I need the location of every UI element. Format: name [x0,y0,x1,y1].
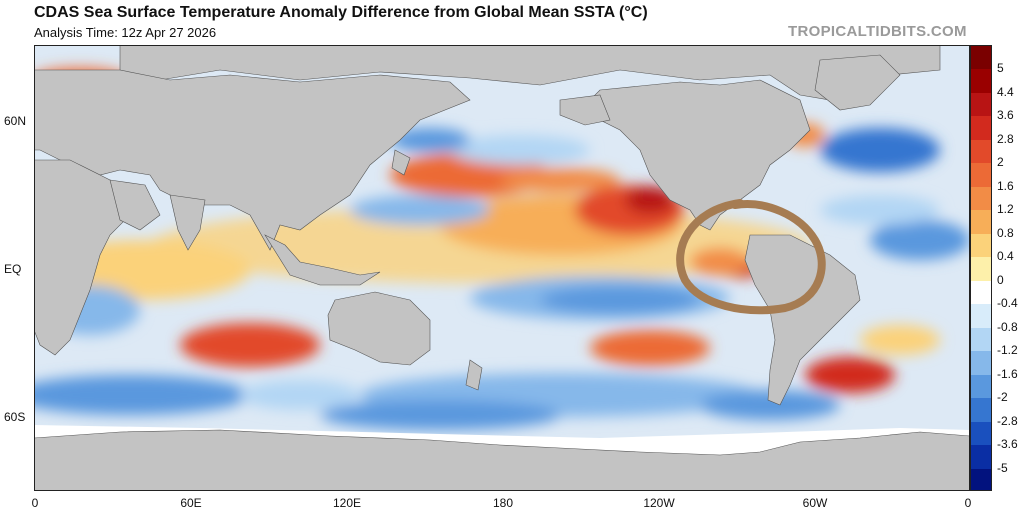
colorbar-segment [971,257,991,282]
colorbar-segment [971,351,991,376]
japan [391,149,411,176]
north-america [579,79,811,231]
colorbar-segment [971,304,991,329]
colorbar-label: 0.8 [997,225,1014,240]
colorbar-segment [971,186,991,211]
colorbar-label: 5 [997,61,1004,76]
lat-label-60s: 60S [4,410,26,424]
colorbar-segment [971,233,991,258]
colorbar-label: -1.2 [997,343,1018,358]
lon-label-60e: 60E [180,496,202,510]
colorbar-label: 2.8 [997,131,1014,146]
south-america [744,234,861,406]
colorbar-label: 3.6 [997,108,1014,123]
australia [327,291,431,366]
colorbar-segment [971,468,991,490]
colorbar-segment [971,445,991,470]
colorbar-segment [971,398,991,423]
colorbar-segment [971,92,991,117]
analysis-time: Analysis Time: 12z Apr 27 2026 [34,25,217,40]
lon-label-120e: 120E [332,496,362,510]
lat-label-60n: 60N [4,114,27,128]
new-zealand [465,359,483,391]
colorbar-segment [971,280,991,305]
map-title: CDAS Sea Surface Temperature Anomaly Dif… [34,4,648,21]
alaska [559,94,611,126]
watermark: TROPICALTIDBITS.COM [788,23,967,40]
landmasses [34,45,970,491]
lon-label-120w: 120W [643,496,675,510]
colorbar-label: -0.4 [997,296,1018,311]
colorbar-label: -1.6 [997,366,1018,381]
lon-label-180: 180 [492,496,514,510]
colorbar-segment [971,46,991,70]
colorbar-label: -2.8 [997,413,1018,428]
annotation-circle [676,199,826,315]
colorbar-segment [971,421,991,446]
africa [34,159,131,356]
lon-label-0-east: 0 [964,496,972,510]
indonesia [264,234,381,286]
colorbar-segment [971,210,991,235]
colorbar-segment [971,69,991,94]
lon-label-60w: 60W [802,496,828,510]
colorbar-label: 1.6 [997,178,1014,193]
greenland [814,54,901,111]
colorbar-segment [971,374,991,399]
lat-label-eq: EQ [4,262,22,276]
colorbar-label: 2 [997,155,1004,170]
colorbar-label: -5 [997,460,1008,475]
colorbar-label: -2 [997,390,1008,405]
colorbar-label: -3.6 [997,437,1018,452]
map-frame [34,45,970,491]
colorbar-label: 0 [997,272,1004,287]
india [169,194,206,251]
colorbar-label: 4.4 [997,84,1014,99]
colorbar-segment [971,327,991,352]
colorbar [970,45,992,491]
colorbar-segment [971,139,991,164]
colorbar-label: 1.2 [997,202,1014,217]
colorbar-segment [971,116,991,141]
colorbar-segment [971,163,991,188]
lon-label-0-west: 0 [31,496,39,510]
colorbar-label: -0.8 [997,319,1018,334]
colorbar-label: 0.4 [997,249,1014,264]
antarctica [34,429,970,491]
arabia [109,179,161,231]
